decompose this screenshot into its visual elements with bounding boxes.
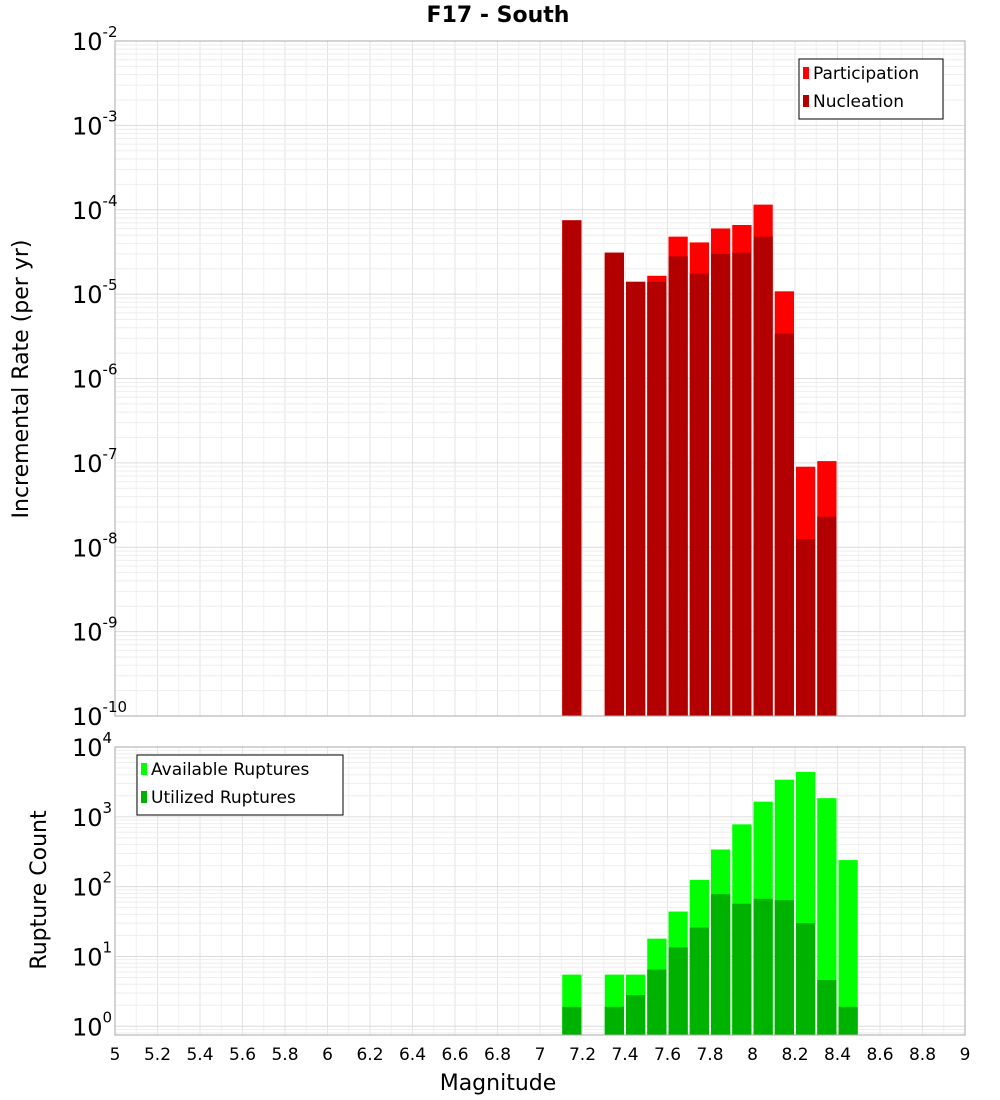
- top-series-nucleation: [562, 220, 837, 717]
- bar-utilized-ruptures: [711, 894, 731, 1035]
- bar-utilized-ruptures: [626, 995, 646, 1035]
- x-tick-label: 6.4: [399, 1045, 426, 1065]
- y-tick-label: 101: [72, 938, 112, 971]
- x-tick-label: 9: [960, 1045, 971, 1065]
- x-tick-label: 5.2: [144, 1045, 171, 1065]
- bar-nucleation: [817, 516, 837, 716]
- legend-label: Participation: [813, 64, 919, 84]
- top-legend: Participation Nucleation: [798, 58, 944, 120]
- legend-swatch: [141, 791, 147, 803]
- y-tick-label: 10-10: [72, 698, 127, 731]
- x-tick-label: 6: [322, 1045, 333, 1065]
- y-tick-label: 100: [72, 1008, 112, 1041]
- bar-available-ruptures: [817, 798, 837, 1035]
- bar-utilized-ruptures: [668, 947, 688, 1035]
- x-tick-label: 8: [747, 1045, 758, 1065]
- top-gridlines: [114, 40, 966, 717]
- y-tick-label: 10-6: [72, 361, 118, 394]
- bottom-series-utilized-ruptures: [562, 894, 858, 1035]
- bar-nucleation: [668, 256, 688, 716]
- bar-nucleation: [711, 253, 731, 716]
- bar-nucleation: [647, 281, 667, 716]
- x-tick-label: 6.8: [484, 1045, 511, 1065]
- bar-utilized-ruptures: [774, 900, 794, 1035]
- bar-nucleation: [796, 539, 816, 716]
- bar-nucleation: [732, 252, 752, 716]
- y-tick-label: 10-8: [72, 529, 118, 562]
- bar-utilized-ruptures: [753, 898, 773, 1035]
- x-tick-label: 5.6: [229, 1045, 256, 1065]
- bar-available-ruptures: [838, 860, 858, 1035]
- bar-utilized-ruptures: [647, 969, 667, 1035]
- chart-title: F17 - South: [427, 3, 570, 28]
- y-tick-label: 103: [72, 799, 112, 832]
- legend-swatch: [803, 95, 809, 107]
- x-tick-label: 5: [110, 1045, 121, 1065]
- bar-utilized-ruptures: [604, 1006, 624, 1035]
- x-tick-label: 5.4: [186, 1045, 213, 1065]
- legend-box: [136, 754, 344, 816]
- bar-nucleation: [689, 273, 709, 716]
- x-tick-label: 7.8: [696, 1045, 723, 1065]
- bar-utilized-ruptures: [562, 1006, 582, 1035]
- bar-nucleation: [626, 281, 646, 716]
- y-tick-label: 10-5: [72, 276, 118, 309]
- x-axis-label: Magnitude: [440, 1071, 557, 1096]
- bar-utilized-ruptures: [796, 923, 816, 1035]
- bar-nucleation: [774, 333, 794, 716]
- y-tick-label: 104: [72, 729, 112, 762]
- x-tick-label: 8.6: [866, 1045, 893, 1065]
- bar-utilized-ruptures: [838, 1006, 858, 1035]
- x-tick-label: 6.6: [441, 1045, 468, 1065]
- y-tick-label: 10-7: [72, 445, 118, 478]
- x-tick-label: 7.4: [611, 1045, 638, 1065]
- x-tick-label: 7.6: [654, 1045, 681, 1065]
- legend-swatch: [141, 763, 147, 775]
- bar-nucleation: [753, 236, 773, 716]
- legend-swatch: [803, 67, 809, 79]
- y-tick-label: 10-2: [72, 23, 118, 56]
- x-tick-label: 7.2: [569, 1045, 596, 1065]
- bottom-legend: Available Ruptures Utilized Ruptures: [136, 754, 344, 816]
- top-y-axis-label: Incremental Rate (per yr): [9, 240, 34, 519]
- y-tick-label: 102: [72, 869, 112, 902]
- bar-utilized-ruptures: [817, 980, 837, 1035]
- bar-utilized-ruptures: [689, 927, 709, 1035]
- x-tick-label: 8.2: [781, 1045, 808, 1065]
- bar-utilized-ruptures: [732, 903, 752, 1035]
- x-tick-label: 7: [535, 1045, 546, 1065]
- y-tick-label: 10-9: [72, 614, 118, 647]
- legend-label: Nucleation: [813, 92, 904, 112]
- top-plot-frame: [114, 40, 966, 717]
- bar-nucleation: [604, 252, 624, 716]
- legend-label: Available Ruptures: [151, 760, 309, 780]
- x-tick-label: 5.8: [271, 1045, 298, 1065]
- bottom-y-axis-label: Rupture Count: [27, 810, 52, 970]
- x-tick-label: 8.4: [824, 1045, 851, 1065]
- y-tick-label: 10-3: [72, 107, 118, 140]
- legend-label: Utilized Ruptures: [151, 788, 296, 808]
- y-tick-label: 10-4: [72, 192, 118, 225]
- bottom-plot-frame: [114, 746, 966, 1036]
- legend-box: [798, 58, 944, 120]
- x-tick-label: 8.8: [909, 1045, 936, 1065]
- bar-nucleation: [562, 220, 582, 717]
- x-tick-label: 6.2: [356, 1045, 383, 1065]
